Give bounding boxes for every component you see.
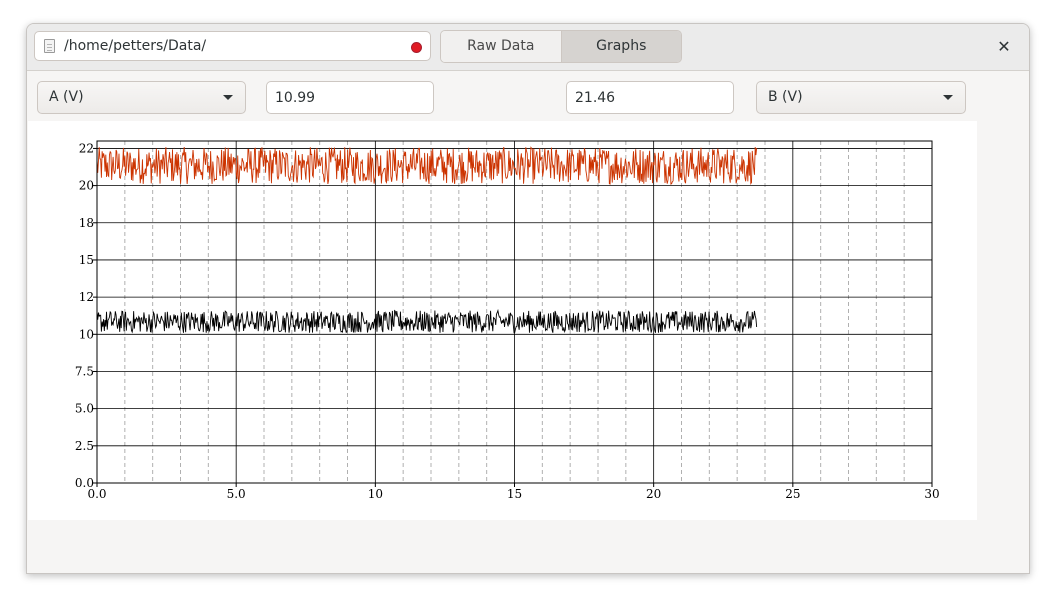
close-button[interactable]: ✕: [997, 37, 1011, 56]
left-value-field[interactable]: [266, 81, 434, 114]
major-grid: [96, 141, 933, 484]
graph-panel: 0.0 5.0 10 15 20 25 30 0.0 2.5 5.0 7.5 10 12 15 18 20 2…: [28, 121, 977, 520]
right-channel-select-label: B (V): [768, 89, 803, 105]
line-chart: 0.0 5.0 10 15 20 25 30 0.0 2.5 5.0 7.5 10 12 15 18 20 2…: [75, 140, 940, 501]
tab-raw-data[interactable]: Raw Data: [441, 31, 561, 62]
file-icon: [44, 39, 55, 53]
x-tick-label: 20: [646, 487, 661, 501]
y-tick-label: 0.0: [75, 476, 94, 490]
x-tick-label: 30: [924, 487, 939, 501]
right-channel-select[interactable]: B (V): [756, 81, 966, 114]
x-tick-label: 0.0: [87, 487, 106, 501]
y-tick-label: 15: [79, 253, 94, 267]
y-tick-label: 20: [79, 179, 94, 193]
x-tick-label: 15: [507, 487, 522, 501]
y-tick-label: 12: [79, 290, 94, 304]
y-tick-label: 10: [79, 327, 94, 341]
header-bar: /home/petters/Data/ Raw Data Graphs ✕: [27, 24, 1029, 71]
x-axis-ticks: 0.0 5.0 10 15 20 25 30: [87, 483, 940, 501]
y-tick-label: 7.5: [75, 364, 94, 378]
path-field[interactable]: /home/petters/Data/: [34, 31, 431, 61]
recording-indicator-icon: [411, 42, 422, 53]
view-tabs: Raw Data Graphs: [440, 30, 682, 63]
x-tick-label: 25: [785, 487, 800, 501]
chevron-down-icon: [943, 95, 953, 100]
y-tick-label: 18: [79, 216, 94, 230]
minor-grid: [124, 141, 905, 483]
series-line: [96, 146, 758, 483]
left-channel-select-label: A (V): [49, 89, 84, 105]
app-window: /home/petters/Data/ Raw Data Graphs ✕ A …: [26, 23, 1030, 574]
x-tick-label: 10: [368, 487, 383, 501]
y-tick-label: 2.5: [75, 439, 94, 453]
y-tick-label: 22: [79, 141, 94, 155]
left-channel-select[interactable]: A (V): [37, 81, 246, 114]
series-layer: [96, 146, 758, 483]
tab-graphs[interactable]: Graphs: [560, 31, 681, 62]
x-tick-label: 5.0: [227, 487, 246, 501]
y-tick-label: 5.0: [75, 402, 94, 416]
y-axis-ticks: 0.0 2.5 5.0 7.5 10 12 15 18 20 22: [75, 141, 97, 490]
right-value-field[interactable]: [566, 81, 734, 114]
series-line: [96, 308, 758, 483]
chevron-down-icon: [223, 95, 233, 100]
path-text: /home/petters/Data/: [64, 38, 207, 54]
